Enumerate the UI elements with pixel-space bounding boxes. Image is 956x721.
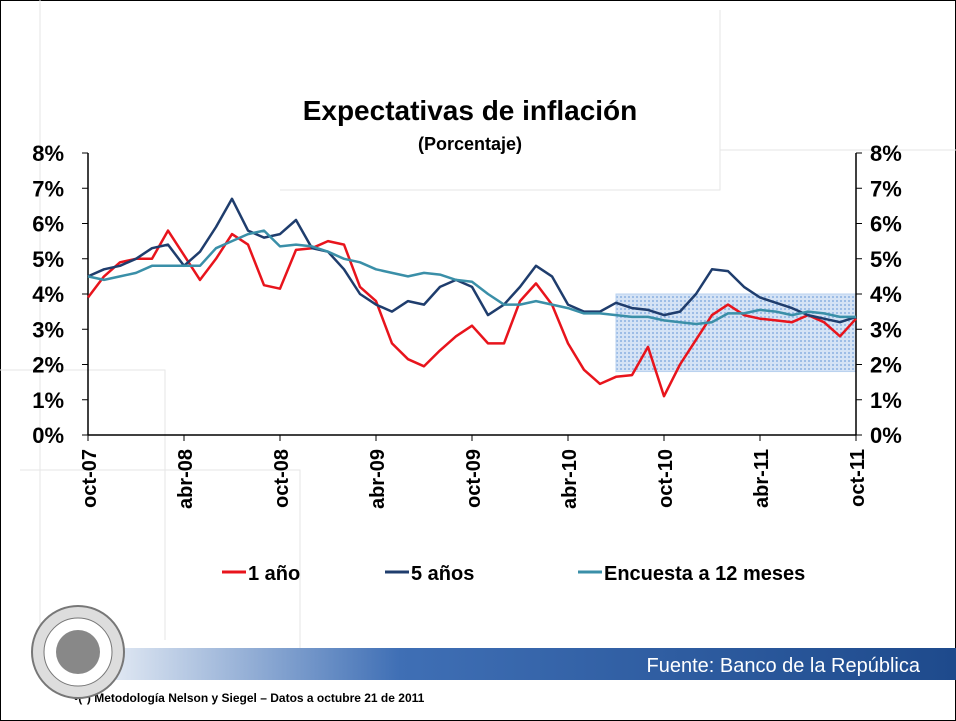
y-tick-label: 1% (32, 388, 64, 413)
footnote: •(*) Metodología Nelson y Siegel – Datos… (74, 691, 425, 705)
background-decor (0, 0, 956, 660)
source: Fuente: Banco de la República (646, 655, 920, 677)
chart-subtitle: (Porcentaje) (418, 134, 522, 154)
y-tick-label: 5% (32, 247, 64, 272)
y2-tick-label: 1% (870, 388, 902, 413)
y2-tick-label: 5% (870, 247, 902, 272)
y-tick-label: 3% (32, 317, 64, 342)
series-line (87, 229, 856, 326)
chart-title: Expectativas de inflación (303, 95, 638, 126)
logo (31, 605, 125, 699)
x-tick-label: oct-09 (463, 449, 485, 508)
y2-tick-label: 0% (870, 423, 902, 448)
y-tick-label: 7% (32, 176, 64, 201)
series-line (87, 197, 857, 324)
x-tick-label: abr-08 (175, 449, 197, 509)
y2-tick-label: 3% (870, 317, 902, 342)
legend-label: 1 año (248, 563, 300, 585)
legend-label: 5 años (411, 563, 474, 585)
y2-tick-label: 8% (870, 141, 902, 166)
legend-label: Encuesta a 12 meses (604, 563, 805, 585)
x-tick-label: oct-07 (79, 449, 101, 508)
y2-tick-label: 6% (870, 212, 902, 237)
y-tick-label: 4% (32, 282, 64, 307)
x-tick-label: abr-10 (559, 449, 581, 509)
y2-tick-label: 2% (870, 353, 902, 378)
x-tick-label: oct-10 (655, 449, 677, 508)
y2-tick-label: 4% (870, 282, 902, 307)
y-tick-label: 6% (32, 212, 64, 237)
target-band (615, 293, 857, 373)
series-line (87, 229, 857, 398)
y-tick-label: 2% (32, 353, 64, 378)
y2-tick-label: 7% (870, 176, 902, 201)
y-tick-label: 0% (32, 423, 64, 448)
x-tick-label: oct-08 (271, 449, 293, 508)
y-tick-label: 8% (32, 141, 64, 166)
x-tick-label: oct-11 (847, 449, 869, 507)
x-tick-label: abr-11 (751, 449, 773, 508)
x-tick-label: abr-09 (367, 449, 389, 509)
footer-bar (100, 648, 956, 680)
